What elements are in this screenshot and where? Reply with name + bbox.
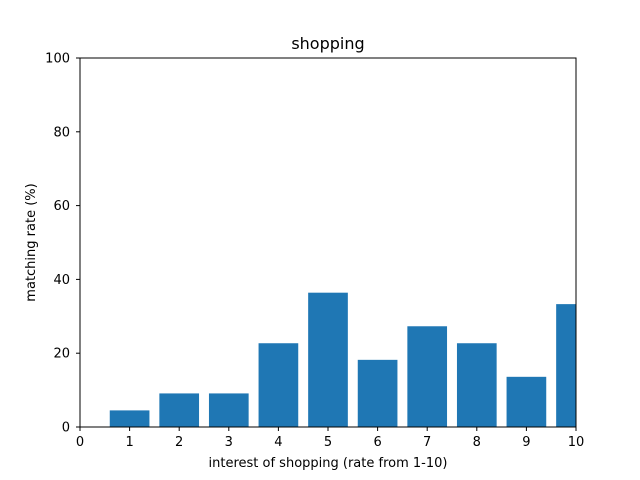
bar-4 <box>258 343 299 427</box>
x-tick-label: 1 <box>125 435 133 450</box>
bar-10 <box>556 304 576 427</box>
y-tick-label: 20 <box>53 347 70 362</box>
y-axis-ticks: 0 20 40 60 80 100 <box>45 52 80 436</box>
x-tick-label: 9 <box>522 435 530 450</box>
x-tick-label: 7 <box>423 435 431 450</box>
x-axis-label: interest of shopping (rate from 1-10) <box>209 456 448 471</box>
bar-7 <box>407 326 448 427</box>
bars-group <box>109 292 576 427</box>
y-tick-label: 0 <box>62 421 70 436</box>
x-tick-label: 3 <box>225 435 233 450</box>
bar-9 <box>506 376 547 427</box>
x-tick-label: 6 <box>373 435 381 450</box>
bar-2 <box>159 393 200 427</box>
bar-8 <box>456 343 497 427</box>
y-tick-label: 100 <box>45 52 70 67</box>
y-tick-label: 60 <box>53 199 70 214</box>
x-tick-label: 10 <box>568 435 585 450</box>
bar-6 <box>357 359 398 427</box>
bar-3 <box>208 393 249 427</box>
bar-1 <box>109 410 150 427</box>
x-tick-label: 5 <box>324 435 332 450</box>
y-tick-label: 80 <box>53 125 70 140</box>
x-axis-ticks: 0 1 2 3 4 5 6 7 8 9 10 <box>76 427 584 450</box>
chart-title: shopping <box>291 34 364 53</box>
x-tick-label: 8 <box>473 435 481 450</box>
y-axis-label: matching rate (%) <box>24 183 39 301</box>
x-tick-label: 4 <box>274 435 282 450</box>
x-tick-label: 2 <box>175 435 183 450</box>
y-tick-label: 40 <box>53 273 70 288</box>
x-tick-label: 0 <box>76 435 84 450</box>
bar-5 <box>308 292 348 427</box>
